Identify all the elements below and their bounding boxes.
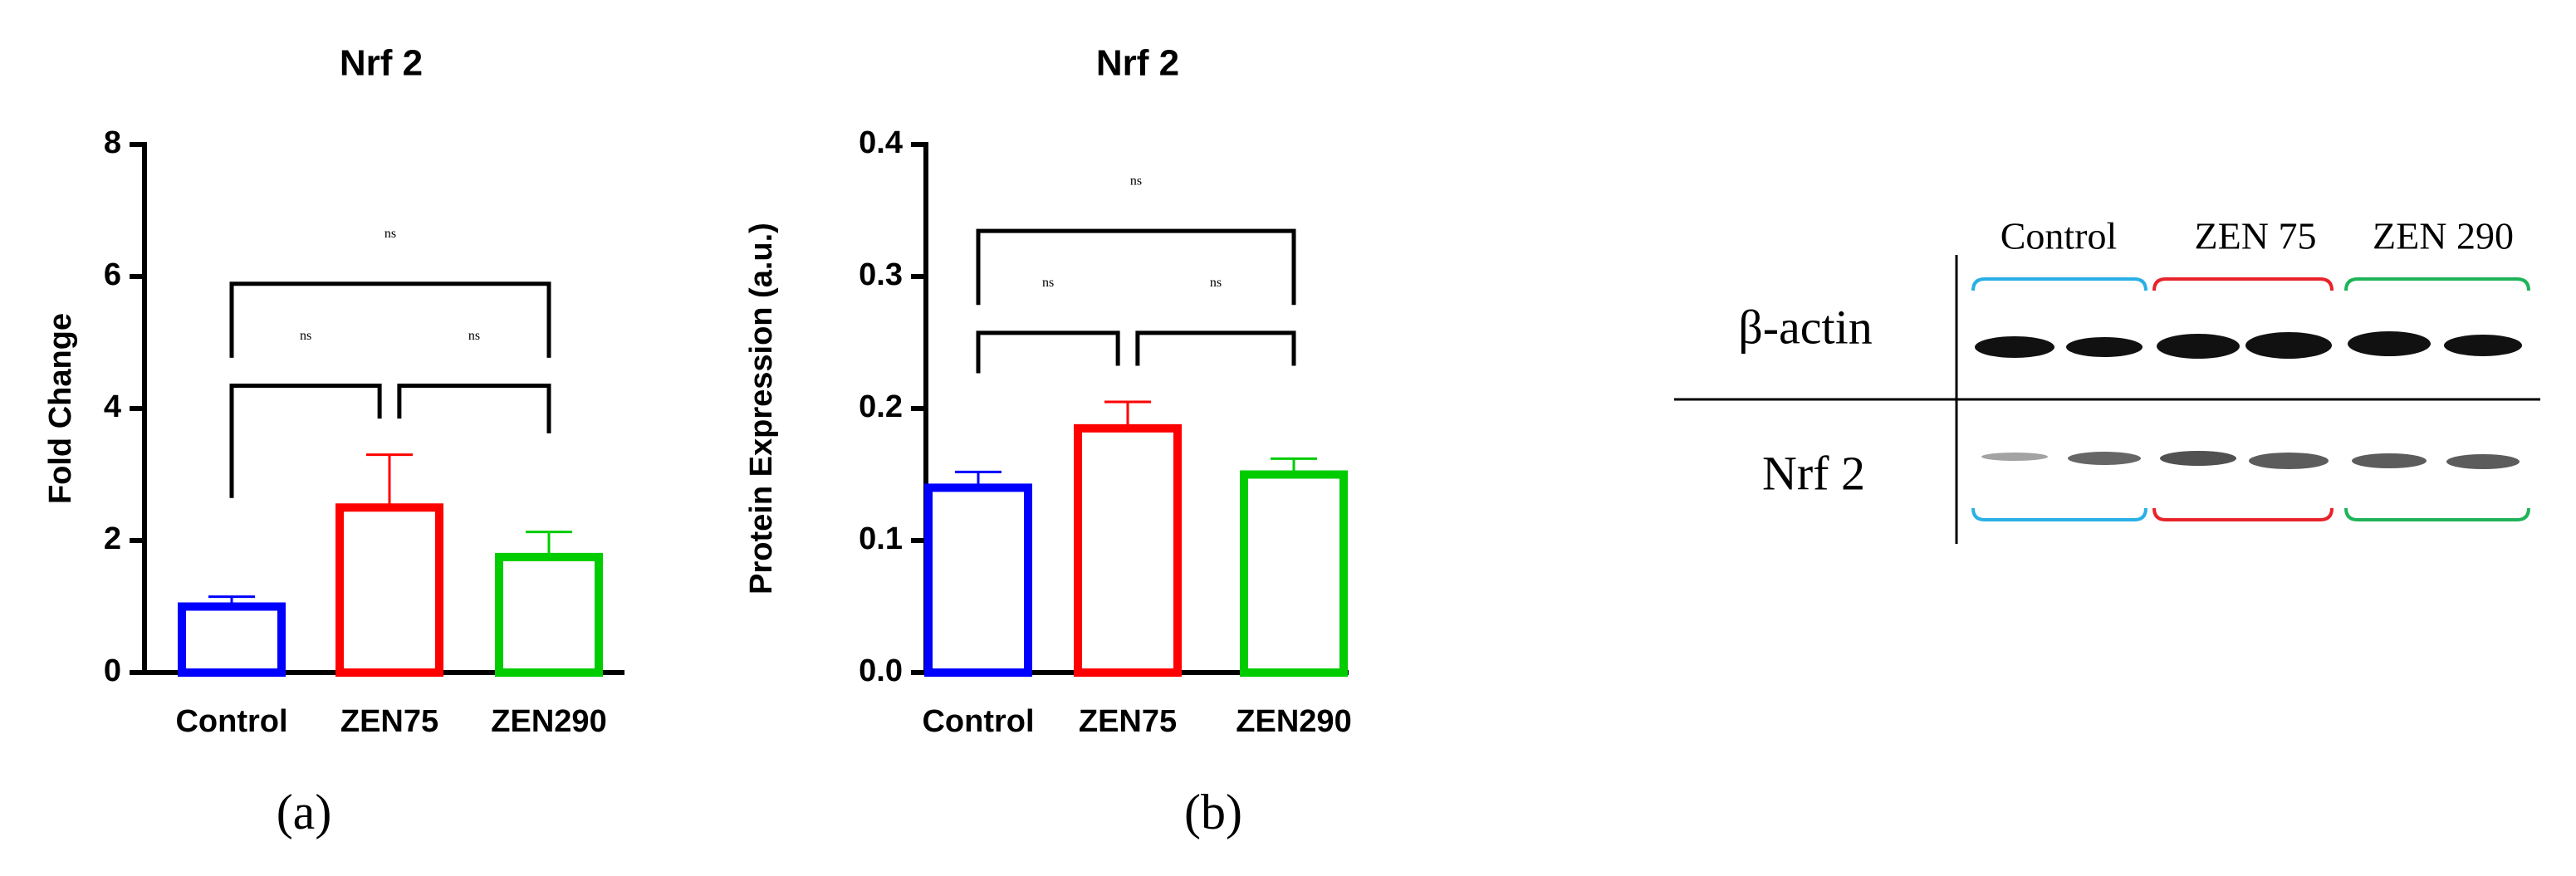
significance-bracket — [976, 228, 1296, 306]
significance-bracket — [229, 281, 551, 358]
brace — [1971, 277, 2147, 291]
nrf2-bands — [1981, 451, 2520, 469]
x-tick-label: ZEN75 — [1079, 704, 1177, 739]
brace — [2344, 277, 2530, 291]
y-tick-label: 6 — [104, 257, 121, 292]
y-tick-label: 8 — [104, 125, 121, 160]
band — [2066, 337, 2143, 357]
significance-label: ns — [300, 329, 311, 343]
blot-braces — [1971, 277, 2530, 521]
blot: Control ZEN 75 ZEN 290 β-actin Nrf 2 — [1674, 215, 2540, 544]
band — [2157, 334, 2240, 359]
y-axis-label: Protein Expression (a.u.) — [744, 223, 779, 595]
chart: Nrf 2 (b) Protein Expression (a.u.) 0.0 0.1 0… — [744, 43, 1352, 839]
x-tick-label: ZEN290 — [1236, 704, 1351, 739]
bar — [335, 503, 443, 677]
bar — [178, 602, 286, 677]
significance-label: ns — [1042, 276, 1054, 290]
significance-bracket — [229, 383, 382, 498]
panel-label: (a) — [277, 785, 332, 839]
brace — [2152, 277, 2334, 291]
band — [1981, 453, 2048, 461]
bar — [924, 483, 1032, 678]
y-tick-label: 0.3 — [859, 257, 903, 292]
band — [2245, 332, 2332, 359]
bar — [495, 552, 603, 677]
blot-row-label: Nrf 2 — [1762, 446, 1865, 500]
x-tick-label: Control — [922, 704, 1034, 739]
band — [2068, 452, 2141, 465]
blot-row-label: β-actin — [1738, 300, 1873, 354]
band — [2446, 454, 2520, 469]
y-tick-label: 0.2 — [859, 389, 903, 424]
significance-label: ns — [384, 227, 396, 241]
band — [2249, 453, 2329, 469]
bar — [1074, 423, 1182, 677]
blot-group-label: Control — [2001, 215, 2118, 257]
band — [1975, 336, 2054, 358]
x-tick-label: ZEN290 — [491, 704, 606, 739]
x-tick-label: Control — [175, 704, 287, 739]
significance-label: ns — [468, 329, 480, 343]
x-tick-label: ZEN75 — [340, 704, 438, 739]
y-tick-label: 0 — [104, 653, 121, 688]
band — [2348, 331, 2431, 356]
brace — [1971, 507, 2147, 521]
bar — [1240, 470, 1348, 677]
y-tick-label: 2 — [104, 521, 121, 556]
chart: Nrf 2 (a) Fold Change 0 2 4 6 8 Control ZEN75 ZEN2… — [43, 43, 624, 839]
significance-label: ns — [1210, 276, 1222, 290]
y-tick-label: 0.1 — [859, 521, 903, 556]
y-axis-label: Fold Change — [43, 313, 78, 504]
brace — [2344, 507, 2530, 521]
y-tick-label: 4 — [104, 389, 121, 424]
significance-bracket — [1135, 330, 1296, 366]
band — [2444, 335, 2522, 356]
actin-bands — [1975, 331, 2522, 359]
brace — [2152, 507, 2334, 521]
significance-bracket — [397, 383, 551, 433]
chart-title: Nrf 2 — [340, 43, 423, 84]
significance-label: ns — [1130, 174, 1142, 188]
blot-group-label: ZEN 75 — [2195, 215, 2317, 257]
panel-label: (b) — [1184, 785, 1242, 839]
y-tick-label: 0.4 — [859, 125, 903, 160]
blot-group-label: ZEN 290 — [2373, 215, 2514, 257]
band — [2160, 451, 2236, 466]
chart-title: Nrf 2 — [1096, 43, 1179, 84]
y-tick-label: 0.0 — [859, 653, 903, 688]
band — [2352, 453, 2427, 468]
significance-bracket — [976, 330, 1120, 374]
